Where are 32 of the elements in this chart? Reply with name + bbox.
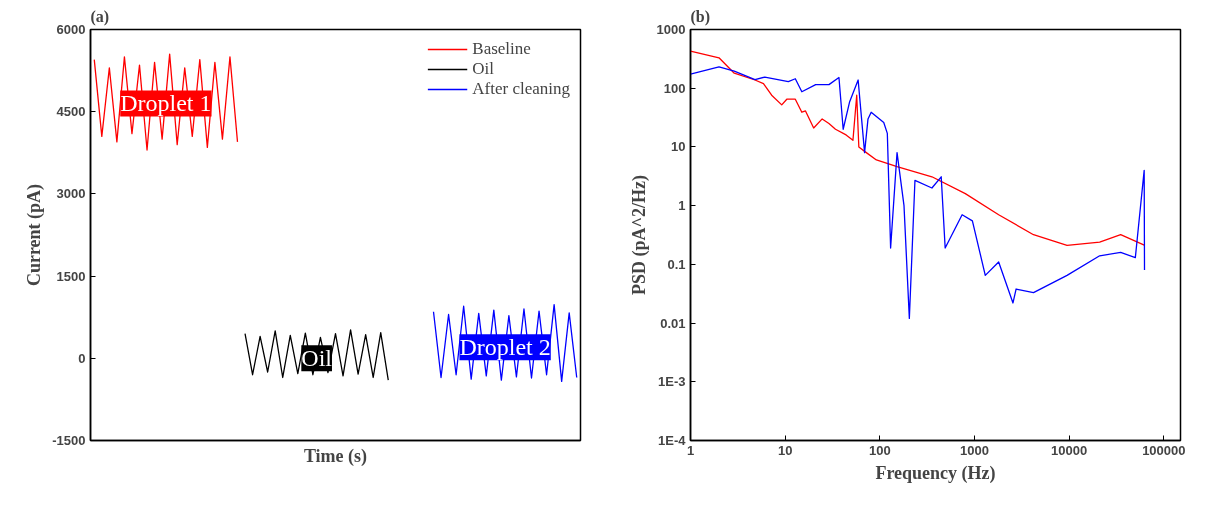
annotation: Oil <box>301 345 333 372</box>
y-axis-title: Current (pA) <box>24 183 46 287</box>
y-tick-label: 10 <box>671 139 686 155</box>
annotation: Droplet 2 <box>459 334 551 361</box>
legend-label: After cleaning <box>472 79 570 99</box>
x-tick-label: 100 <box>868 442 891 458</box>
x-tick-label: 100000 <box>1142 442 1186 458</box>
y-tick-label: 1 <box>678 198 686 214</box>
line-series <box>244 329 389 381</box>
y-tick-label: 0.01 <box>660 315 686 331</box>
y-tick-label: 4500 <box>56 104 86 120</box>
y-tick-label: 6000 <box>56 22 86 37</box>
x-axis-title: Frequency (Hz) <box>875 462 996 484</box>
y-tick-label: 1500 <box>56 268 86 284</box>
y-tick-label: 3000 <box>56 186 86 202</box>
y-axis-title: PSD (pA^2/Hz) <box>628 175 650 295</box>
y-tick-label: -1500 <box>52 433 86 448</box>
annotation: Droplet 1 <box>120 90 212 117</box>
y-tick-label: 0 <box>78 350 86 366</box>
chart-title: (a) <box>90 7 110 26</box>
y-tick-label: 1E-3 <box>658 374 686 390</box>
legend-label: Baseline <box>472 39 531 59</box>
x-tick-label: 10000 <box>1051 442 1088 458</box>
chart-title: (b) <box>690 7 711 26</box>
y-tick-label: 100 <box>663 80 686 96</box>
y-tick-label: 1000 <box>656 22 686 37</box>
x-tick-label: 10 <box>777 442 793 458</box>
legend-label: Oil <box>472 59 495 79</box>
y-tick-label: 1E-4 <box>658 433 687 448</box>
y-tick-label: 0.1 <box>667 256 686 272</box>
x-tick-label: 1000 <box>960 442 989 458</box>
x-axis-title: Time (s) <box>303 445 368 467</box>
